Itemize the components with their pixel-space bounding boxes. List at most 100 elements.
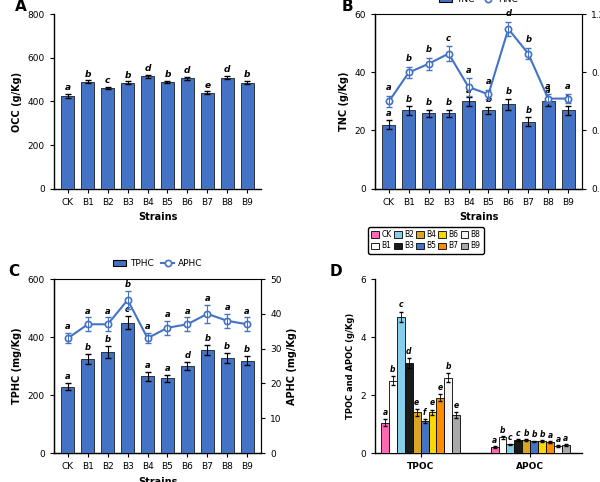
Text: e: e (438, 383, 443, 392)
Text: a: a (545, 86, 551, 95)
Text: c: c (508, 433, 512, 442)
Y-axis label: APHC (mg/Kg): APHC (mg/Kg) (287, 327, 297, 405)
Text: a: a (65, 83, 71, 92)
Bar (141, 376, 154, 453)
Bar (161, 82, 174, 188)
Text: b: b (164, 70, 171, 79)
Bar (422, 113, 435, 188)
Text: a: a (224, 303, 230, 312)
Text: f: f (423, 407, 426, 416)
Text: c: c (446, 34, 451, 43)
Text: a: a (466, 86, 472, 95)
Text: b: b (406, 54, 412, 63)
Bar (121, 82, 134, 188)
Text: a: a (382, 408, 388, 417)
Text: A: A (14, 0, 26, 14)
Bar (121, 322, 134, 453)
Bar (181, 78, 194, 188)
Text: b: b (425, 98, 431, 107)
Bar (523, 440, 530, 453)
Text: c: c (398, 300, 403, 309)
Text: b: b (446, 98, 452, 107)
Text: a: a (65, 322, 71, 331)
Text: e: e (430, 398, 435, 407)
Bar (201, 93, 214, 188)
X-axis label: Strains: Strains (459, 212, 498, 222)
Bar (530, 442, 538, 453)
Bar (181, 366, 194, 453)
Text: c: c (125, 305, 130, 314)
Text: c: c (516, 428, 521, 438)
Bar (562, 445, 570, 453)
Text: a: a (185, 307, 190, 316)
Text: a: a (492, 436, 497, 445)
Bar (101, 352, 114, 453)
Bar (221, 78, 233, 188)
Bar (201, 350, 214, 453)
Text: b: b (390, 365, 395, 374)
Text: e: e (204, 81, 211, 90)
Text: b: b (525, 35, 531, 44)
Text: b: b (532, 430, 537, 440)
Bar (161, 378, 174, 453)
Text: a: a (145, 361, 151, 370)
Text: a: a (565, 81, 571, 91)
Text: b: b (539, 429, 545, 439)
Text: a: a (164, 310, 170, 319)
Bar (542, 102, 554, 188)
Text: a: a (386, 83, 392, 92)
Text: a: a (545, 81, 551, 91)
Bar (514, 440, 523, 453)
Bar (241, 82, 254, 188)
Bar (442, 113, 455, 188)
Text: a: a (563, 434, 568, 443)
Bar (499, 437, 506, 453)
Bar (506, 444, 514, 453)
Text: C: C (8, 264, 20, 279)
Text: b: b (565, 94, 571, 104)
Text: b: b (224, 342, 230, 351)
Text: a: a (244, 307, 250, 316)
Text: b: b (244, 346, 250, 354)
Text: a: a (556, 435, 560, 444)
Bar (428, 413, 436, 453)
Bar (101, 88, 114, 188)
Bar (241, 361, 254, 453)
Bar (141, 77, 154, 188)
Text: a: a (65, 373, 71, 381)
Bar (381, 423, 389, 453)
Bar (397, 317, 405, 453)
Bar (562, 110, 575, 188)
Text: a: a (105, 307, 110, 316)
Bar (221, 358, 233, 453)
Legend: TNC, HNC: TNC, HNC (435, 0, 522, 7)
Text: a: a (485, 77, 491, 86)
X-axis label: Strains: Strains (138, 212, 177, 222)
Text: a: a (205, 295, 210, 303)
Text: d: d (145, 64, 151, 73)
Bar (538, 441, 546, 453)
Text: a: a (85, 307, 91, 316)
Bar (522, 122, 535, 188)
Text: b: b (425, 45, 431, 54)
Text: b: b (524, 428, 529, 438)
Legend: TPHC, APHC: TPHC, APHC (109, 255, 206, 272)
Text: b: b (446, 362, 451, 371)
Bar (554, 446, 562, 453)
Text: b: b (244, 70, 250, 79)
Bar (482, 110, 495, 188)
Text: d: d (406, 347, 412, 356)
Text: b: b (500, 426, 505, 434)
Bar (452, 415, 460, 453)
Bar (405, 363, 413, 453)
Bar (436, 398, 445, 453)
Bar (82, 82, 94, 188)
Bar (82, 359, 94, 453)
Text: d: d (505, 9, 511, 18)
Text: e: e (414, 398, 419, 407)
Text: a: a (145, 322, 151, 331)
Text: b: b (525, 106, 531, 115)
Y-axis label: TPHC (mg/Kg): TPHC (mg/Kg) (12, 328, 22, 404)
Text: a: a (386, 109, 392, 118)
Text: a: a (466, 66, 472, 75)
